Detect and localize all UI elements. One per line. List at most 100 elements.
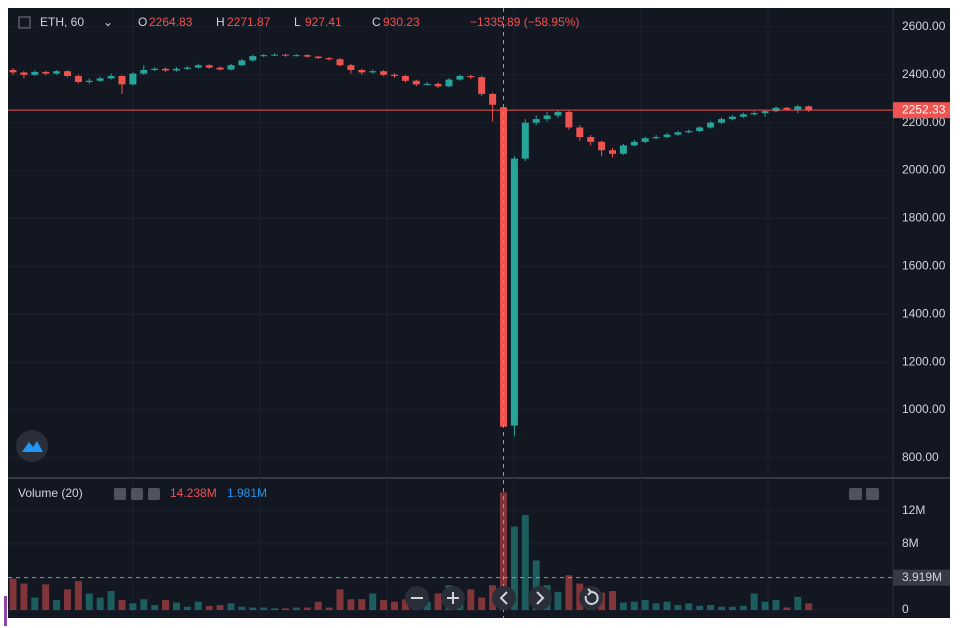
ohlc-value: 930.23 [383,15,420,29]
volume-bar [20,583,28,610]
ohlc-value: 2264.83 [149,15,193,29]
volume-bar [64,589,71,610]
candle-body [369,71,377,73]
candle-body [652,137,660,139]
candle-body [292,55,300,57]
volume-bar [227,603,235,610]
volume-bar [216,605,224,610]
volume-bar [358,599,366,610]
candle-body [510,158,518,426]
volume-bar [118,600,126,610]
volume-bar [630,601,638,610]
nav-buttons[interactable] [405,586,603,610]
candle-body [412,80,420,85]
y-tick-label: 2400.00 [902,67,946,81]
dropdown[interactable]: ⌄ [103,15,113,29]
candle-body [685,131,693,133]
volume-bar [303,607,311,610]
candle-body [630,141,638,146]
volume-value: 14.238M [170,486,217,500]
candle-body [663,134,671,138]
candle-body [282,54,289,56]
volume-bar [292,607,300,610]
last-price-label: 2252.33 [902,102,946,116]
change: −1335.89 (−58.95%) [470,15,579,29]
marker [4,596,7,626]
candle-body [423,83,431,85]
candle-body [249,56,257,61]
volume-tools[interactable] [114,488,879,500]
candle-body [619,145,627,154]
volume-bar [282,608,289,610]
chart-background [8,8,950,618]
candle-body [598,141,606,151]
last-price-tag [893,102,950,119]
y-tick-label: 1000.00 [902,402,946,416]
candle-body [205,65,213,68]
volume-bar [140,599,148,610]
candle-body [391,74,398,76]
candle-body [162,68,170,71]
candle-body [641,138,649,142]
candle-body [478,77,486,94]
volume-bar [467,589,475,610]
candle-body [696,127,704,132]
candle-body [173,68,180,71]
volume-bar [641,600,649,610]
ohlc-value: 2271.87 [227,15,271,29]
volume-bar [347,599,355,610]
candle-body [543,115,551,120]
candle-body [129,73,137,85]
volume-bar [478,597,486,610]
candle-body [565,111,573,128]
y-tick-label: 2000.00 [902,163,946,177]
candle-body [303,55,311,57]
volume-bar [107,591,115,610]
volume-bar [325,607,333,610]
candle-body [489,93,497,105]
volume-bar [31,597,39,610]
volume-bar [391,601,398,610]
volume-bar [162,600,170,610]
candle-body [53,71,61,74]
crosshair-tag [893,569,950,586]
volume-bar [53,600,61,610]
volume-bar [652,603,660,610]
candle-body [674,132,682,135]
candle-body [358,70,366,73]
candle-body [9,70,17,73]
ohlc-key: L [294,15,301,29]
volume-bar [685,603,693,610]
volume-bar [271,608,279,610]
volume-bar [173,602,180,610]
v-tick-label: 0 [902,602,909,616]
y-tick-label: 1400.00 [902,306,946,320]
volume-bar [565,575,573,610]
candle-body [227,65,235,70]
candle-body [314,56,322,59]
candle-body [238,60,246,66]
candle-body [718,119,725,123]
candle-body [42,71,50,74]
candle-body [532,119,540,123]
candle-body [794,106,802,110]
volume-bar [9,578,17,610]
volume-bar [401,599,409,610]
candle-body [194,65,202,68]
volume-bar [794,596,802,610]
candle-body [96,78,104,81]
candle-body [467,75,475,78]
candle-body [140,70,148,74]
volume-bar [619,602,627,610]
candle-body [554,111,562,116]
volume-bar [205,605,213,610]
candle-body [31,71,39,75]
volume-bar [369,593,377,610]
volume-bar [434,593,442,610]
overlay: 800.00 1000.00 1200.00 1400.00 1600.00 1800.0… [8,8,950,618]
collapse-icon[interactable] [18,16,31,29]
volume-bar [805,603,813,610]
v-tick-label: 12M [902,503,925,517]
candle-body [64,71,71,76]
candle-body [739,114,747,117]
